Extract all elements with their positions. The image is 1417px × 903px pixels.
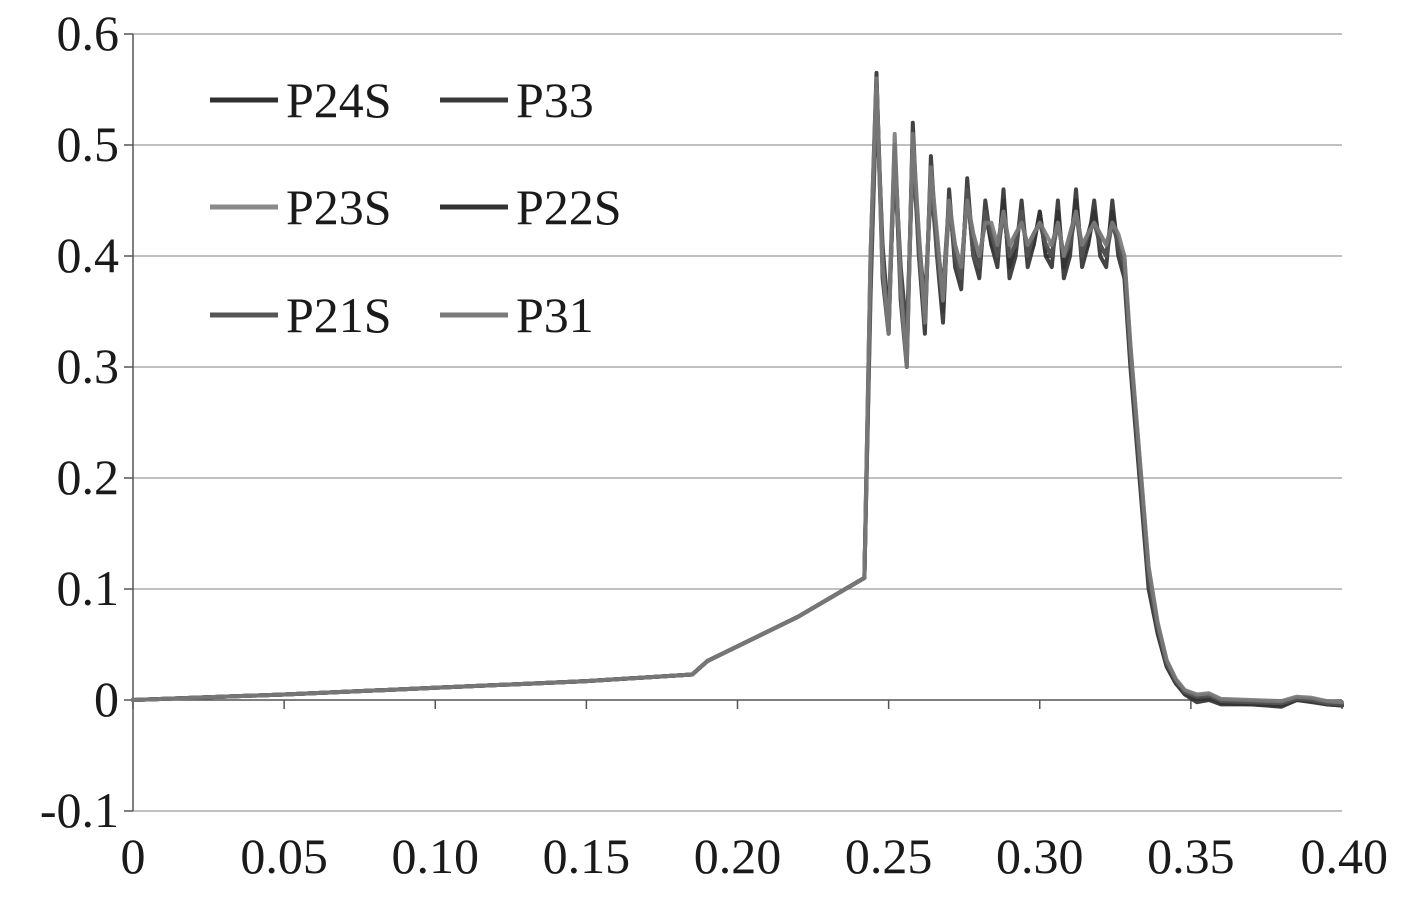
legend-label: P31 [516,287,594,343]
legend-item: P21S [210,287,392,343]
legend: P24S P33 P23S P22S P21S P31 [210,72,622,343]
series-lines [131,70,1344,709]
x-tick-label: 0.25 [845,828,933,884]
y-tick-label: 0.6 [57,5,120,61]
legend-label: P24S [286,72,392,128]
x-tick-label: 0.35 [1147,828,1235,884]
x-tick-label: 0.10 [392,828,480,884]
legend-item: P24S [210,72,392,128]
y-tick-label: 0 [94,671,119,727]
y-tick-label: 0.2 [57,449,120,505]
x-tick-label: 0 [121,828,146,884]
x-tick-label: 0.40 [1301,828,1389,884]
y-tick-label: 0.5 [57,116,120,172]
x-tick-label: 0.05 [240,828,328,884]
y-tick-label: 0.3 [57,338,120,394]
legend-label: P23S [286,179,392,235]
x-tick-label: 0.30 [996,828,1084,884]
grid-lines [133,33,1342,812]
x-tick-label: 0.20 [694,828,782,884]
legend-item: P33 [440,72,594,128]
x-tick-label: 0.15 [543,828,631,884]
series-line-p31 [131,76,1344,705]
legend-item: P31 [440,287,594,343]
legend-label: P33 [516,72,594,128]
y-tick-label: -0.1 [40,782,119,838]
legend-label: P21S [286,287,392,343]
legend-item: P23S [210,179,392,235]
y-tick-label: 0.1 [57,560,120,616]
legend-label: P22S [516,179,622,235]
axes: -0.100.10.20.30.40.50.60 0.05 0.10 0.15 0.20… [40,5,1388,884]
y-tick-label: 0.4 [57,227,120,283]
legend-item: P22S [440,179,622,235]
